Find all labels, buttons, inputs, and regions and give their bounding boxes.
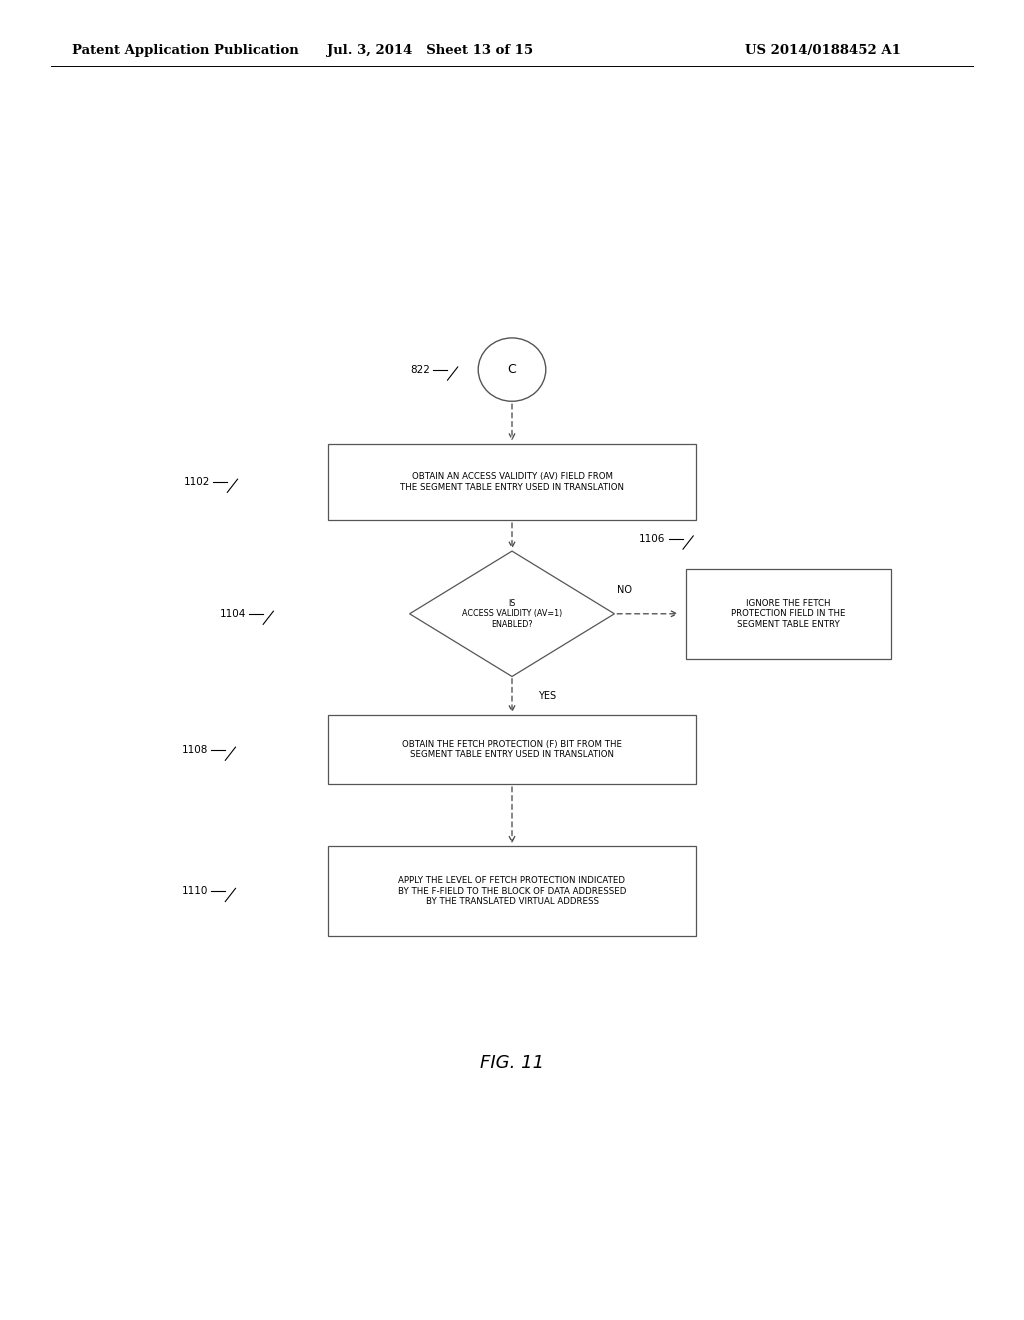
Text: C: C xyxy=(508,363,516,376)
Text: OBTAIN AN ACCESS VALIDITY (AV) FIELD FROM
THE SEGMENT TABLE ENTRY USED IN TRANSL: OBTAIN AN ACCESS VALIDITY (AV) FIELD FRO… xyxy=(400,473,624,491)
Text: 1102: 1102 xyxy=(183,477,210,487)
FancyBboxPatch shape xyxy=(686,569,891,659)
Text: Jul. 3, 2014   Sheet 13 of 15: Jul. 3, 2014 Sheet 13 of 15 xyxy=(327,44,534,57)
Ellipse shape xyxy=(478,338,546,401)
Polygon shape xyxy=(410,552,614,676)
FancyBboxPatch shape xyxy=(328,444,696,520)
Text: 1106: 1106 xyxy=(639,533,666,544)
Text: NO: NO xyxy=(616,585,632,595)
FancyBboxPatch shape xyxy=(328,715,696,784)
Text: IGNORE THE FETCH
PROTECTION FIELD IN THE
SEGMENT TABLE ENTRY: IGNORE THE FETCH PROTECTION FIELD IN THE… xyxy=(731,599,846,628)
Text: OBTAIN THE FETCH PROTECTION (F) BIT FROM THE
SEGMENT TABLE ENTRY USED IN TRANSLA: OBTAIN THE FETCH PROTECTION (F) BIT FROM… xyxy=(402,741,622,759)
Text: FIG. 11: FIG. 11 xyxy=(480,1053,544,1072)
Text: 1110: 1110 xyxy=(181,886,208,896)
Text: 1108: 1108 xyxy=(181,744,208,755)
FancyBboxPatch shape xyxy=(328,846,696,936)
Text: Patent Application Publication: Patent Application Publication xyxy=(72,44,298,57)
Text: US 2014/0188452 A1: US 2014/0188452 A1 xyxy=(745,44,901,57)
Text: APPLY THE LEVEL OF FETCH PROTECTION INDICATED
BY THE F-FIELD TO THE BLOCK OF DAT: APPLY THE LEVEL OF FETCH PROTECTION INDI… xyxy=(397,876,627,906)
Text: 822: 822 xyxy=(411,364,430,375)
Text: IS
ACCESS VALIDITY (AV=1)
ENABLED?: IS ACCESS VALIDITY (AV=1) ENABLED? xyxy=(462,599,562,628)
Text: YES: YES xyxy=(538,690,556,701)
Text: 1104: 1104 xyxy=(219,609,246,619)
